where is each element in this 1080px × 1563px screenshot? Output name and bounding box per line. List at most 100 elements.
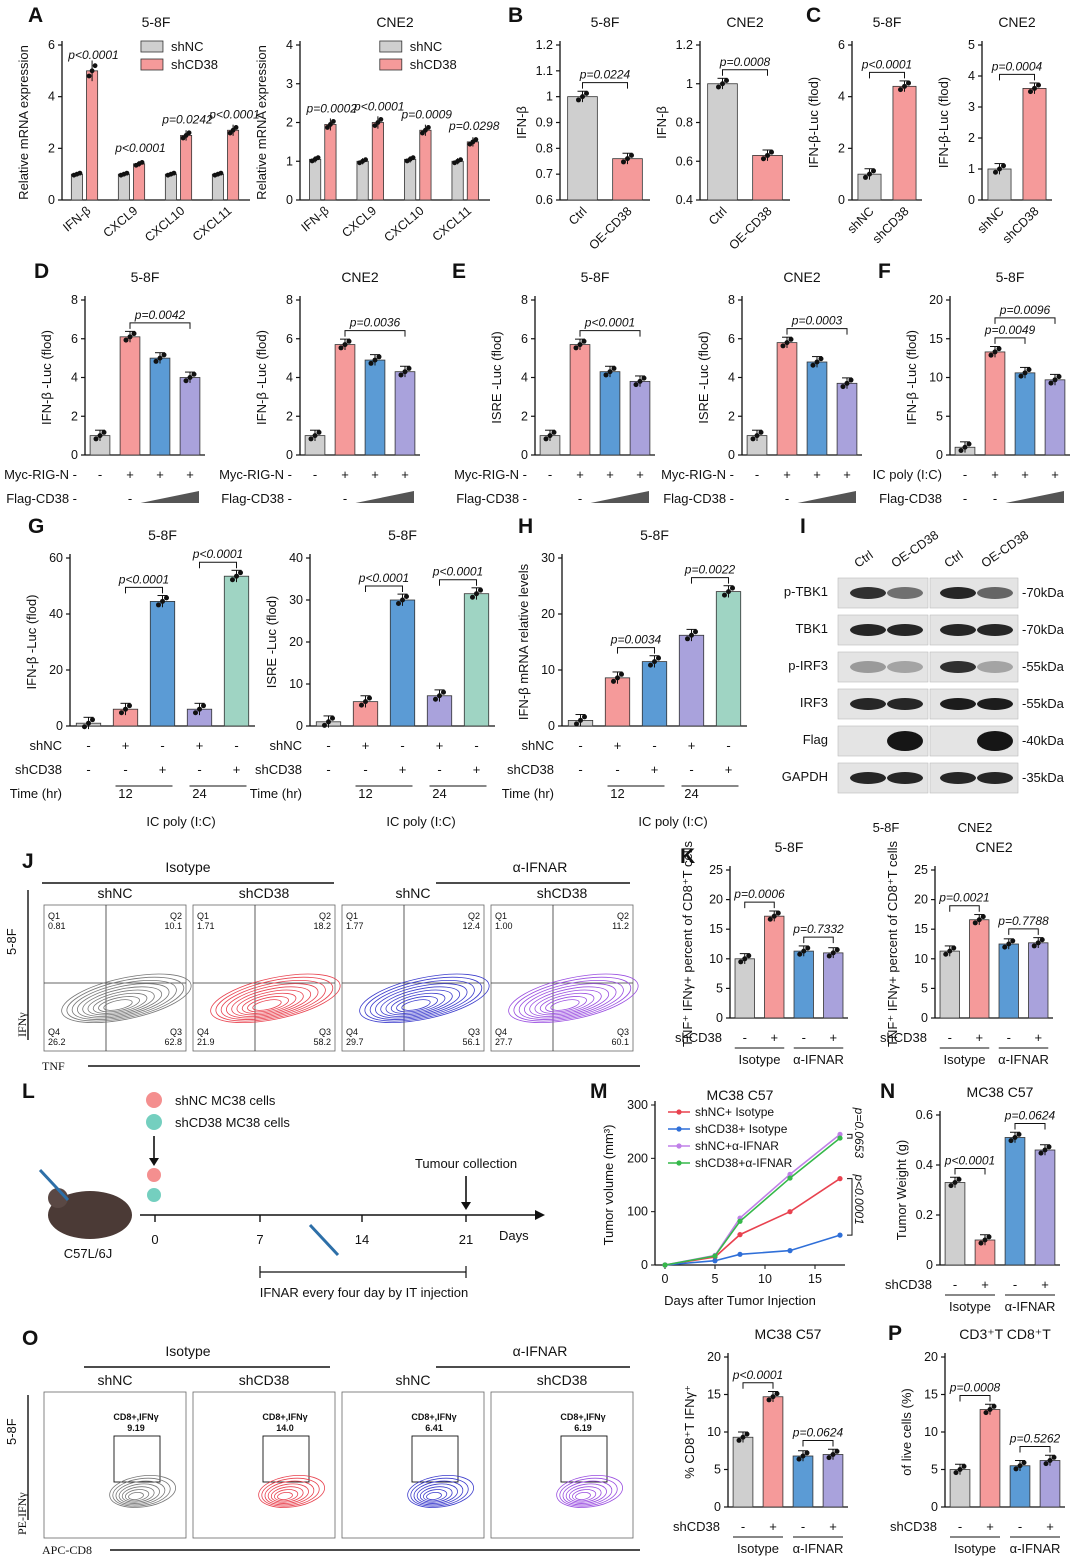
significance-bracket — [742, 1382, 774, 1389]
bar — [149, 357, 171, 456]
bar — [998, 943, 1019, 1019]
data-point — [986, 1234, 992, 1240]
y-tick-label: 6 — [521, 332, 528, 346]
data-point — [233, 125, 239, 130]
series-point — [787, 1171, 793, 1177]
data-point — [1026, 367, 1032, 373]
data-point — [1046, 1144, 1052, 1150]
y-tick-label: 0 — [521, 448, 528, 462]
y-tick-label: 10 — [914, 952, 928, 966]
contour-line — [236, 989, 304, 1016]
data-point — [797, 951, 803, 957]
data-point — [956, 1176, 962, 1182]
bar — [466, 141, 479, 201]
y-axis-label: Tumor volume (mm³) — [601, 1125, 616, 1246]
data-point — [951, 945, 957, 951]
contour-line — [426, 1491, 442, 1501]
group-label: α-IFNAR — [1010, 1541, 1061, 1556]
x-tick-label: CXCL10 — [142, 204, 187, 245]
condition-mark: + — [1046, 1519, 1054, 1534]
x-tick-label: shCD38 — [870, 204, 912, 246]
protein-band — [977, 624, 1013, 636]
data-point — [982, 1237, 988, 1243]
bar — [1044, 379, 1066, 456]
x-tick-label: CXCL10 — [381, 204, 426, 245]
y-tick-label: 1 — [286, 154, 293, 168]
y-tick-label: 0 — [714, 1500, 721, 1514]
plot-label: shNC — [395, 1372, 430, 1388]
data-point — [1018, 373, 1024, 379]
contour-line — [128, 1491, 144, 1501]
chart-b1: B 5-8F 0.6 0.7 0.8 0.9 1 1.1 1.2 IFN-β CtrlOE-CD38… — [508, 4, 650, 252]
y-tick-label: 0.6 — [916, 1108, 933, 1122]
panel-letter: C — [806, 4, 821, 27]
data-point — [906, 80, 911, 86]
data-point — [396, 601, 401, 607]
data-point — [368, 360, 374, 366]
significance-bracket — [847, 1178, 853, 1236]
group-label: α-IFNAR — [513, 859, 568, 875]
y-tick-label: 20 — [914, 893, 928, 907]
panel-letter: N — [880, 1080, 895, 1103]
y-tick-label: 20 — [541, 607, 555, 621]
condition-mark: - — [578, 762, 582, 777]
bar — [463, 593, 490, 727]
x-tick-label: shCD38 — [1000, 204, 1042, 246]
data-point — [359, 702, 364, 708]
plot-frame — [43, 1391, 187, 1539]
legend-label: shCD38 — [410, 57, 457, 72]
bar — [822, 1454, 844, 1508]
y-axis-label: ISRE -Luc (flod) — [489, 331, 504, 423]
x-tick-label: 0 — [662, 1272, 669, 1286]
y-tick-label: 15 — [709, 922, 723, 936]
condition-mark: + — [981, 1277, 989, 1292]
contour-line — [264, 1480, 315, 1506]
condition-mark: - — [578, 738, 582, 753]
panel-letter: H — [518, 515, 533, 538]
y-tick-label: 0 — [48, 193, 55, 207]
chart-title: 5-8F — [775, 839, 804, 855]
cell-label: shNC MC38 cells — [175, 1093, 276, 1108]
blot-row-label: p-TBK1 — [784, 584, 828, 599]
bar — [1009, 1465, 1031, 1508]
gradient-wedge — [140, 491, 199, 503]
y-tick-label: 5 — [968, 38, 975, 52]
significance-bracket — [722, 69, 768, 76]
group-label: Isotype — [165, 1343, 210, 1359]
data-point — [830, 950, 836, 956]
data-point — [338, 345, 344, 351]
condition-mark: - — [98, 467, 102, 482]
legend-label: shCD38+α-IFNAR — [695, 1156, 793, 1170]
data-point — [993, 169, 998, 175]
condition-label: Flag-CD38 - — [456, 491, 527, 506]
chart-title: 5-8F — [148, 527, 177, 543]
data-point — [183, 378, 189, 384]
data-point — [992, 349, 998, 355]
bar — [776, 342, 798, 456]
mw-marker: -55kDa — [1022, 696, 1065, 711]
protein-band — [977, 731, 1013, 751]
chart-g2: 5-8F 0 10 20 30 40 ISRE -Luc (flod) p<0.0001 p<0… — [250, 527, 495, 829]
data-point — [724, 77, 729, 83]
p-value: p=0.0036 — [349, 316, 401, 330]
series-line — [664, 1177, 841, 1266]
quadrant-name: Q4 — [197, 1027, 209, 1037]
data-point — [230, 577, 235, 583]
y-axis-label: IFN-β -Luc (flod) — [24, 595, 39, 690]
y-axis-label: TNF⁺ IFNγ+ percent of CD8⁺T cells — [885, 841, 900, 1048]
data-point — [840, 384, 846, 390]
blot-membrane — [837, 651, 929, 683]
data-point — [738, 959, 744, 965]
y-tick-label: 5 — [714, 1463, 721, 1477]
data-point — [736, 1437, 742, 1443]
p-value: p=0.0034 — [610, 633, 662, 647]
panel-letter: L — [22, 1080, 35, 1103]
data-point — [693, 629, 698, 635]
bar — [944, 1182, 966, 1266]
chart-a2: CNE2 0 1 2 3 4 Relative mRNA expression IFN-β p=… — [254, 14, 500, 245]
quadrant-value: 29.7 — [346, 1037, 364, 1047]
y-tick-label: 4 — [71, 371, 78, 385]
quadrant-name: Q3 — [170, 1027, 182, 1037]
data-point — [1048, 380, 1054, 386]
